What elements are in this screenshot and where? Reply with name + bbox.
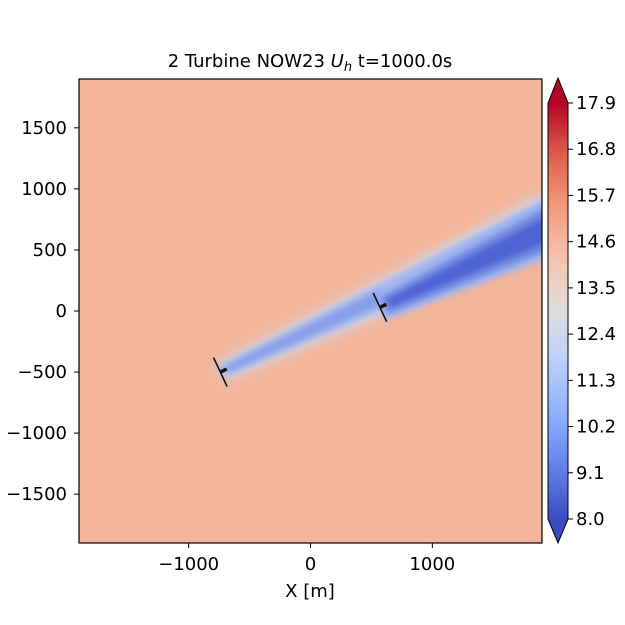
title-suffix: t=1000.0s xyxy=(352,51,452,72)
y-tick-label: 1500 xyxy=(21,118,67,139)
y-tick-label: −1500 xyxy=(6,484,67,505)
colorbar-tick-label: 13.5 xyxy=(576,278,616,299)
colorbar-ticks: 17.9 16.8 15.7 14.6 13.5 12.4 11.3 10.2 9.1 8.0 xyxy=(568,93,616,530)
y-tick-label: 1000 xyxy=(21,179,67,200)
title-variable-subscript: h xyxy=(344,60,352,75)
y-axis: 1500 1000 500 0 −500 −1000 −1500 xyxy=(6,118,79,505)
colorbar: 17.9 16.8 15.7 14.6 13.5 12.4 11.3 10.2 9.1 8.0 xyxy=(547,76,616,545)
y-tick-label: 0 xyxy=(56,301,67,322)
colorbar-gradient xyxy=(548,103,568,519)
colorbar-tick-label: 9.1 xyxy=(576,463,605,484)
title-prefix: 2 Turbine NOW23 xyxy=(168,51,331,72)
colorbar-tick-label: 10.2 xyxy=(576,417,616,438)
chart-title: 2 Turbine NOW23 Uh t=1000.0s xyxy=(168,51,453,75)
turbine-nacelle-1 xyxy=(219,367,228,374)
colorbar-tick-label: 15.7 xyxy=(576,185,616,206)
speed-field-background xyxy=(79,79,542,543)
turbine-layer xyxy=(212,292,388,387)
x-tick-label: −1000 xyxy=(158,554,219,575)
wake-core-turbine-1 xyxy=(226,290,385,372)
wake-core-turbine-2 xyxy=(387,218,542,307)
colorbar-tick-label: 8.0 xyxy=(576,509,605,530)
colorbar-extend-max xyxy=(548,78,568,103)
x-tick-label: 0 xyxy=(305,554,316,575)
y-tick-label: −500 xyxy=(18,362,67,383)
plot-area xyxy=(78,78,543,544)
y-tick-label: −1000 xyxy=(6,423,67,444)
colorbar-tick-label: 16.8 xyxy=(576,139,616,160)
colorbar-extend-min xyxy=(548,519,568,543)
colorbar-tick-label: 11.3 xyxy=(576,370,616,391)
x-axis: −1000 0 1000 xyxy=(158,543,455,575)
colorbar-tick-label: 14.6 xyxy=(576,232,616,253)
wake-layer xyxy=(216,194,542,381)
colorbar-tick-label: 12.4 xyxy=(576,324,616,345)
y-tick-label: 500 xyxy=(33,240,67,261)
x-axis-label: X [m] xyxy=(285,581,335,602)
x-tick-label: 1000 xyxy=(409,554,455,575)
title-variable: U xyxy=(331,51,344,72)
colorbar-tick-label: 17.9 xyxy=(576,93,616,114)
turbine-nacelle-2 xyxy=(379,302,388,309)
